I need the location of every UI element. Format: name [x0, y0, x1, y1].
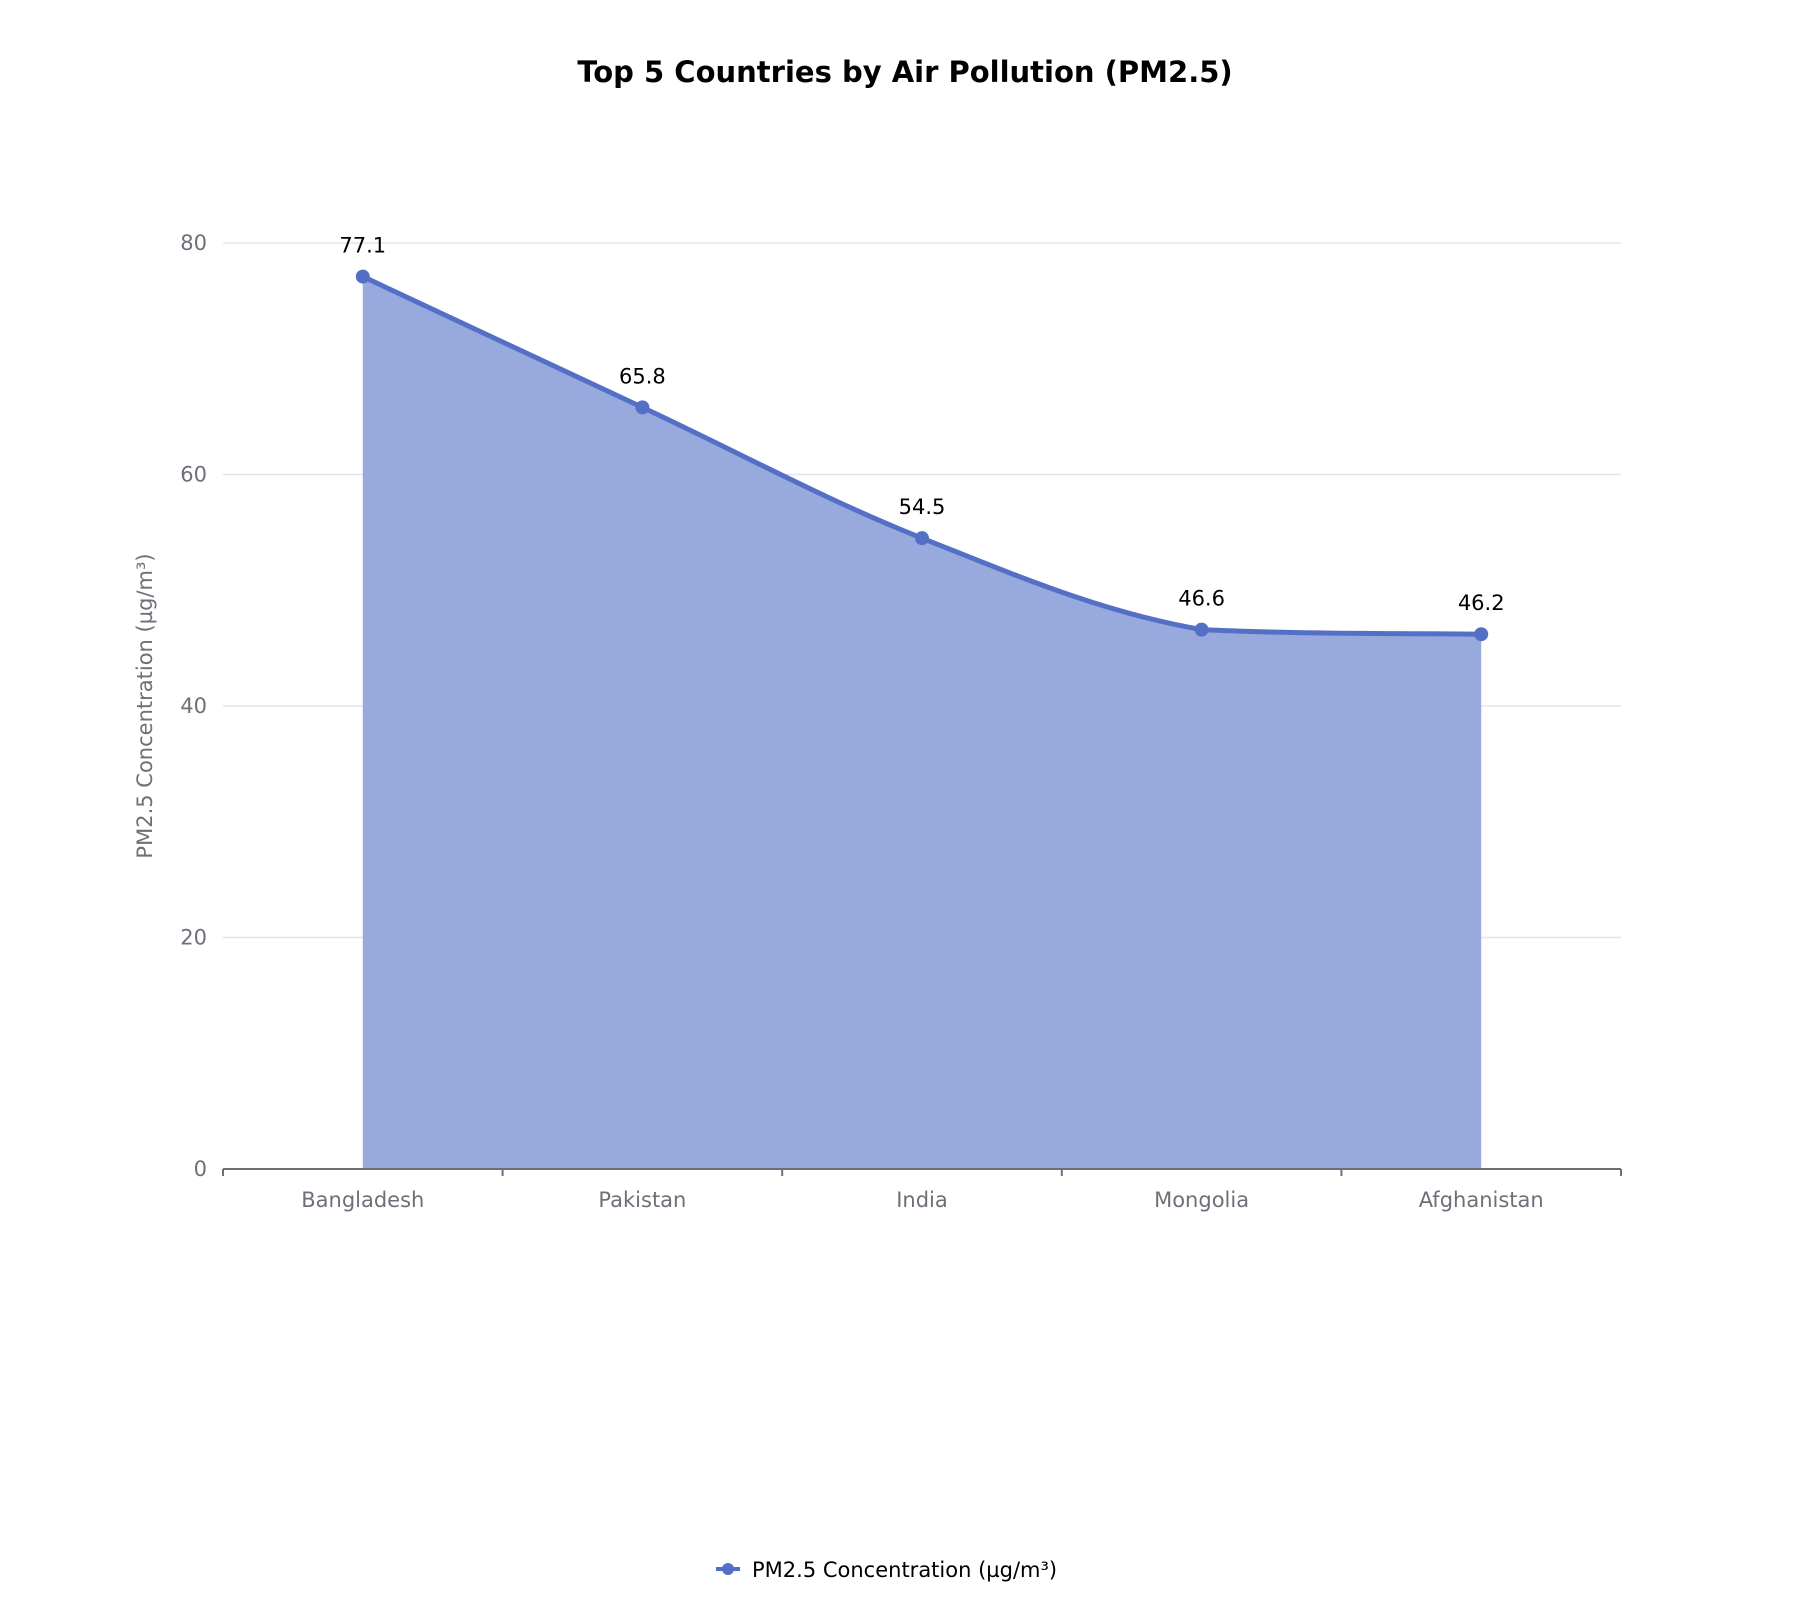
y-axis-title: PM2.5 Concentration (µg/m³) — [133, 553, 157, 858]
data-point[interactable] — [915, 531, 929, 546]
x-axis — [222, 1168, 1622, 1176]
chart-title: Top 5 Countries by Air Pollution (PM2.5) — [577, 55, 1232, 89]
area-fill — [362, 276, 1482, 1169]
data-label: 77.1 — [339, 234, 386, 258]
y-tick-label: 0 — [194, 1157, 207, 1181]
x-tick-label: India — [896, 1188, 948, 1212]
data-label: 46.6 — [1178, 587, 1225, 611]
y-axis-ticks: 0 20 40 60 80 — [180, 231, 207, 1181]
data-label: 65.8 — [619, 364, 666, 388]
x-tick-label: Mongolia — [1154, 1188, 1249, 1212]
data-label: 46.2 — [1458, 591, 1505, 615]
y-tick-label: 40 — [180, 694, 207, 718]
y-tick-label: 60 — [180, 463, 207, 487]
data-labels: 77.1 65.8 54.5 46.6 46.2 — [339, 234, 1504, 616]
data-point[interactable] — [1474, 627, 1489, 642]
x-tick-label: Afghanistan — [1419, 1188, 1544, 1212]
data-points — [355, 269, 1489, 642]
data-label: 54.5 — [899, 495, 946, 519]
y-tick-label: 20 — [180, 926, 207, 950]
legend-item[interactable]: PM2.5 Concentration (µg/m³) — [716, 1558, 1057, 1582]
data-point[interactable] — [355, 269, 370, 284]
data-point[interactable] — [635, 400, 650, 415]
legend-marker-icon — [722, 1563, 734, 1575]
legend-label: PM2.5 Concentration (µg/m³) — [752, 1558, 1057, 1582]
x-tick-label: Bangladesh — [301, 1188, 424, 1212]
x-axis-labels: Bangladesh Pakistan India Mongolia Afghanist… — [301, 1188, 1543, 1212]
x-tick-label: Pakistan — [598, 1188, 686, 1212]
data-point[interactable] — [1194, 622, 1209, 637]
y-tick-label: 80 — [180, 231, 207, 255]
